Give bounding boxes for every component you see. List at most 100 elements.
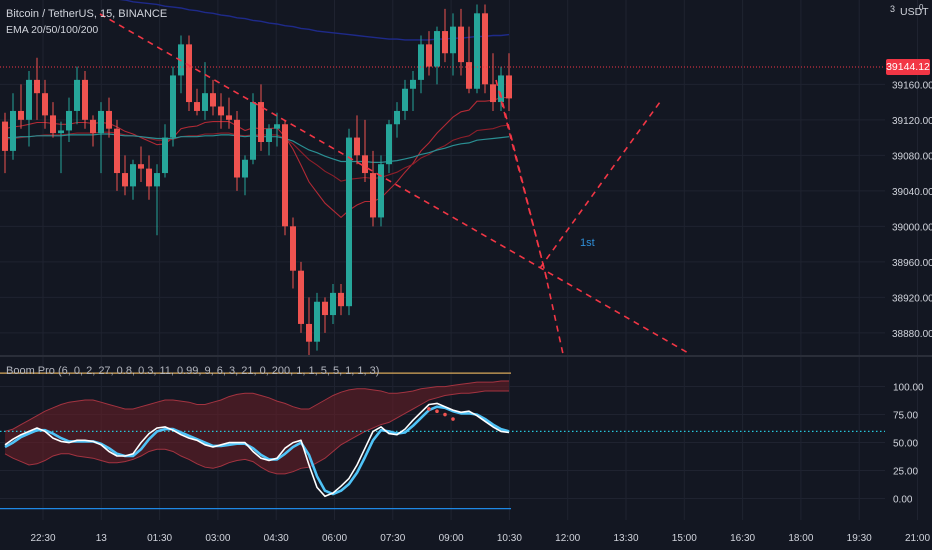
candle[interactable]: [354, 115, 360, 165]
candle-body: [266, 128, 272, 142]
candle[interactable]: [314, 292, 320, 351]
trendline-projection-up[interactable]: [539, 101, 661, 269]
candle[interactable]: [402, 79, 408, 120]
candle-body: [122, 173, 128, 187]
candle[interactable]: [378, 155, 384, 227]
candle[interactable]: [98, 102, 104, 174]
candle[interactable]: [162, 124, 168, 178]
candle-body: [338, 292, 344, 307]
candle[interactable]: [274, 112, 280, 147]
candle[interactable]: [74, 66, 80, 125]
candle[interactable]: [34, 57, 40, 120]
candle[interactable]: [250, 93, 256, 165]
trendline-down-long[interactable]: [99, 13, 691, 355]
candle[interactable]: [106, 97, 112, 138]
candle-body: [210, 93, 216, 107]
candle[interactable]: [418, 35, 424, 94]
candle[interactable]: [50, 102, 56, 138]
oscillator-signal-dot: [435, 409, 439, 414]
symbol-title[interactable]: Bitcoin / TetherUS, 15, BINANCE: [6, 8, 168, 20]
candle[interactable]: [18, 84, 24, 129]
candle[interactable]: [26, 71, 32, 147]
candle[interactable]: [498, 66, 504, 111]
candle[interactable]: [442, 8, 448, 63]
candle[interactable]: [58, 121, 64, 174]
candle[interactable]: [458, 8, 464, 76]
currency-unit-sup: 0: [919, 3, 924, 12]
candle-body: [162, 137, 168, 174]
trendline-drawings[interactable]: [99, 13, 691, 355]
oscillator-signal-dot: [451, 417, 455, 421]
candle[interactable]: [258, 84, 264, 151]
candle[interactable]: [234, 110, 240, 191]
oscillator-legend[interactable]: Boom Pro (6, 0, 2, 27, 0.8, 0.3, 11, 0.9…: [6, 365, 380, 377]
candle[interactable]: [362, 119, 368, 182]
candle[interactable]: [90, 115, 96, 147]
candle[interactable]: [146, 155, 152, 200]
candle[interactable]: [218, 93, 224, 129]
candle[interactable]: [434, 26, 440, 85]
candle[interactable]: [138, 146, 144, 182]
candle[interactable]: [466, 26, 472, 94]
candle[interactable]: [506, 53, 512, 111]
candle[interactable]: [338, 284, 344, 316]
candle[interactable]: [2, 112, 8, 174]
oscillator-line-fast[interactable]: [4, 402, 510, 498]
candle[interactable]: [210, 79, 216, 116]
candle[interactable]: [322, 297, 328, 333]
trendline-projection-down[interactable]: [544, 271, 564, 355]
ema-line-ema-50[interactable]: [4, 124, 510, 182]
candle[interactable]: [330, 284, 336, 324]
candle[interactable]: [490, 53, 496, 111]
candle[interactable]: [290, 217, 296, 289]
candle[interactable]: [10, 93, 16, 160]
candle[interactable]: [450, 13, 456, 76]
candle-body: [74, 79, 80, 111]
candle[interactable]: [66, 97, 72, 142]
time-tick-label: 13:30: [613, 533, 638, 544]
candle[interactable]: [370, 150, 376, 227]
candle[interactable]: [298, 261, 304, 333]
candle-body: [18, 110, 24, 120]
price-tick-label: 39160.00: [892, 80, 932, 91]
ema-legend[interactable]: EMA 20/50/100/200: [6, 24, 99, 36]
ema-line-ema-100[interactable]: [5, 133, 510, 163]
candle[interactable]: [226, 97, 232, 129]
candle-body: [250, 102, 256, 160]
candle[interactable]: [482, 4, 488, 94]
ema-line-ema-200[interactable]: [5, 0, 510, 41]
candle[interactable]: [426, 31, 432, 76]
candle[interactable]: [154, 164, 160, 236]
candle[interactable]: [282, 119, 288, 236]
candle[interactable]: [114, 119, 120, 191]
candle[interactable]: [266, 124, 272, 156]
currency-unit[interactable]: USDT: [900, 6, 929, 18]
candle-body: [346, 137, 352, 307]
candle[interactable]: [410, 71, 416, 111]
candle-body: [394, 110, 400, 125]
candle-body: [450, 26, 456, 54]
candle-body: [506, 75, 512, 99]
time-tick-label: 04:30: [264, 533, 289, 544]
candle[interactable]: [202, 62, 208, 120]
candle[interactable]: [306, 297, 312, 355]
ema-line-ema-20[interactable]: [4, 97, 509, 219]
time-tick-label: 03:00: [205, 533, 230, 544]
trendline-drop-a[interactable]: [495, 79, 546, 273]
candle[interactable]: [130, 159, 136, 200]
candle[interactable]: [194, 88, 200, 116]
candle[interactable]: [82, 71, 88, 129]
candle[interactable]: [394, 102, 400, 138]
candle[interactable]: [386, 119, 392, 174]
candle-body: [474, 13, 480, 89]
candle-body: [378, 164, 384, 218]
candle-body: [146, 168, 152, 187]
candle[interactable]: [170, 66, 176, 147]
candle[interactable]: [42, 79, 48, 129]
candle[interactable]: [186, 35, 192, 111]
candle[interactable]: [346, 128, 352, 316]
candle[interactable]: [122, 155, 128, 196]
candle[interactable]: [474, 4, 480, 94]
candle[interactable]: [242, 155, 248, 196]
